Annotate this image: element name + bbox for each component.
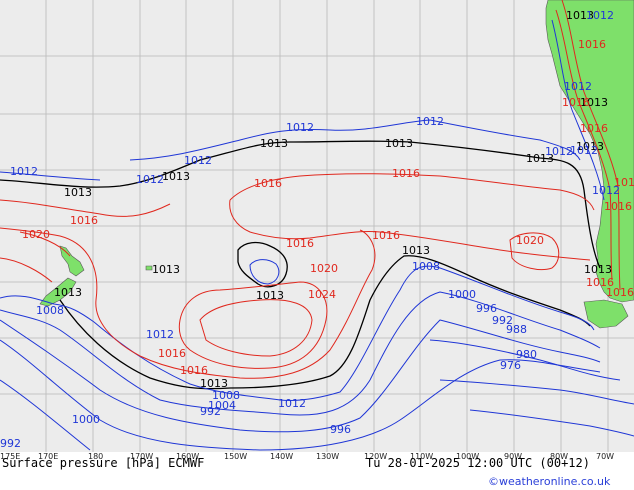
tierra-del-fuego-land bbox=[583, 299, 629, 329]
isobar-label: 1020 bbox=[22, 228, 50, 241]
new-zealand-north-land bbox=[59, 245, 85, 277]
land bbox=[39, 0, 634, 329]
isobar-label: 1016 bbox=[614, 176, 634, 189]
isobar-label: 1013 bbox=[64, 186, 92, 199]
isobar-label: 1013 bbox=[256, 289, 284, 302]
isobar-label: 1008 bbox=[36, 304, 64, 317]
isobar-label: 1016 bbox=[586, 276, 614, 289]
isobar-label: 1016 bbox=[562, 96, 590, 109]
isobar-label: 976 bbox=[500, 359, 521, 372]
credit-link[interactable]: ©weatheronline.co.uk bbox=[488, 475, 611, 488]
lon-tick: 90W bbox=[504, 452, 522, 461]
isobar-label: 1008 bbox=[212, 389, 240, 402]
isobar-label: 1012 bbox=[286, 121, 314, 134]
isobar-label: 992 bbox=[0, 437, 21, 450]
isobars-high bbox=[0, 173, 595, 379]
isobar-label: 1016 bbox=[606, 286, 634, 299]
valid-time: Tu 28-01-2025 12:00 UTC (00+12) bbox=[366, 456, 590, 470]
isobar-label: 1016 bbox=[70, 214, 98, 227]
isobar-label: 1016 bbox=[180, 364, 208, 377]
isobar-label: 1012 bbox=[564, 80, 592, 93]
new-zealand-south-land bbox=[39, 277, 77, 307]
isobar-label: 1012 bbox=[416, 115, 444, 128]
isobar-label: 1012 bbox=[184, 154, 212, 167]
lon-tick: 70W bbox=[596, 452, 614, 461]
isobars-low bbox=[0, 119, 634, 451]
isobar-label: 1013 bbox=[162, 170, 190, 183]
labels-high: 1016 1016 1016 1016 1020 1016 1020 1024 … bbox=[22, 38, 634, 377]
andes-relief bbox=[551, 0, 621, 291]
lon-tick: 150W bbox=[224, 452, 247, 461]
isobar-label: 1013 bbox=[402, 244, 430, 257]
lon-tick: 170E bbox=[38, 452, 58, 461]
isobar-label: 1012 bbox=[278, 397, 306, 410]
isobar-label: 1004 bbox=[208, 399, 236, 412]
lon-tick: 130W bbox=[316, 452, 339, 461]
isobar-label: 1000 bbox=[72, 413, 100, 426]
isobar-label: 1016 bbox=[392, 167, 420, 180]
lon-tick: 170W bbox=[130, 452, 153, 461]
longitude-ticks: 175E 170E 180 170W 160W 150W 140W 130W 1… bbox=[0, 452, 614, 461]
isobars-1013 bbox=[0, 140, 601, 390]
lon-tick: 175E bbox=[0, 452, 20, 461]
isobar-label: 996 bbox=[330, 423, 351, 436]
isobar-label: 1012 bbox=[10, 165, 38, 178]
isobar-label: 1013 bbox=[526, 152, 554, 165]
isobar-label: 1016 bbox=[580, 122, 608, 135]
isobar-label: 980 bbox=[516, 348, 537, 361]
isobar-label: 992 bbox=[200, 405, 221, 418]
isobar-label: 992 bbox=[492, 314, 513, 327]
isobar-label: 1008 bbox=[412, 260, 440, 273]
graticule bbox=[0, 0, 634, 452]
lon-tick: 140W bbox=[270, 452, 293, 461]
isobar-label: 1012 bbox=[586, 9, 614, 22]
isobar-label: 1000 bbox=[448, 288, 476, 301]
south-america-land bbox=[545, 0, 634, 303]
isobar-label: 1013 bbox=[584, 263, 612, 276]
lon-tick: 110W bbox=[410, 452, 433, 461]
lon-tick: 80W bbox=[550, 452, 568, 461]
isobar-label: 1013 bbox=[385, 137, 413, 150]
chatham-islands-land bbox=[145, 265, 153, 271]
isobar-label: 1020 bbox=[516, 234, 544, 247]
labels-1013: 1013 1013 1013 1013 1013 1013 1013 1013 … bbox=[54, 9, 612, 390]
isobar-label: 996 bbox=[476, 302, 497, 315]
isobar-label: 1013 bbox=[580, 96, 608, 109]
isobar-label: 1012 bbox=[545, 145, 573, 158]
isobar-label: 1012 bbox=[146, 328, 174, 341]
isobar-label: 1016 bbox=[372, 229, 400, 242]
isobar-label: 1013 bbox=[576, 140, 604, 153]
isobar-label: 1013 bbox=[54, 286, 82, 299]
lon-tick: 180 bbox=[88, 452, 103, 461]
isobar-label: 1016 bbox=[286, 237, 314, 250]
isobar-label: 1013 bbox=[566, 9, 594, 22]
lon-tick: 100W bbox=[456, 452, 479, 461]
isobar-label: 1013 bbox=[152, 263, 180, 276]
isobar-label: 1016 bbox=[158, 347, 186, 360]
lon-tick: 120W bbox=[364, 452, 387, 461]
map-title: Surface pressure [hPa] ECMWF bbox=[2, 456, 204, 470]
isobar-label: 1016 bbox=[254, 177, 282, 190]
isobar-label: 1012 bbox=[136, 173, 164, 186]
isobar-label: 1016 bbox=[578, 38, 606, 51]
isobar-label: 1016 bbox=[604, 200, 632, 213]
labels-low: 1012 1012 1012 1012 1012 1012 1012 1008 … bbox=[0, 9, 620, 450]
isobar-label: 1012 bbox=[570, 144, 598, 157]
isobar-label: 1020 bbox=[310, 262, 338, 275]
isobar-label: 1013 bbox=[200, 377, 228, 390]
isobar-label: 1012 bbox=[592, 184, 620, 197]
isobar-label: 988 bbox=[506, 323, 527, 336]
isobar-label: 1013 bbox=[260, 137, 288, 150]
isobar-label: 1024 bbox=[308, 288, 336, 301]
lon-tick: 160W bbox=[176, 452, 199, 461]
